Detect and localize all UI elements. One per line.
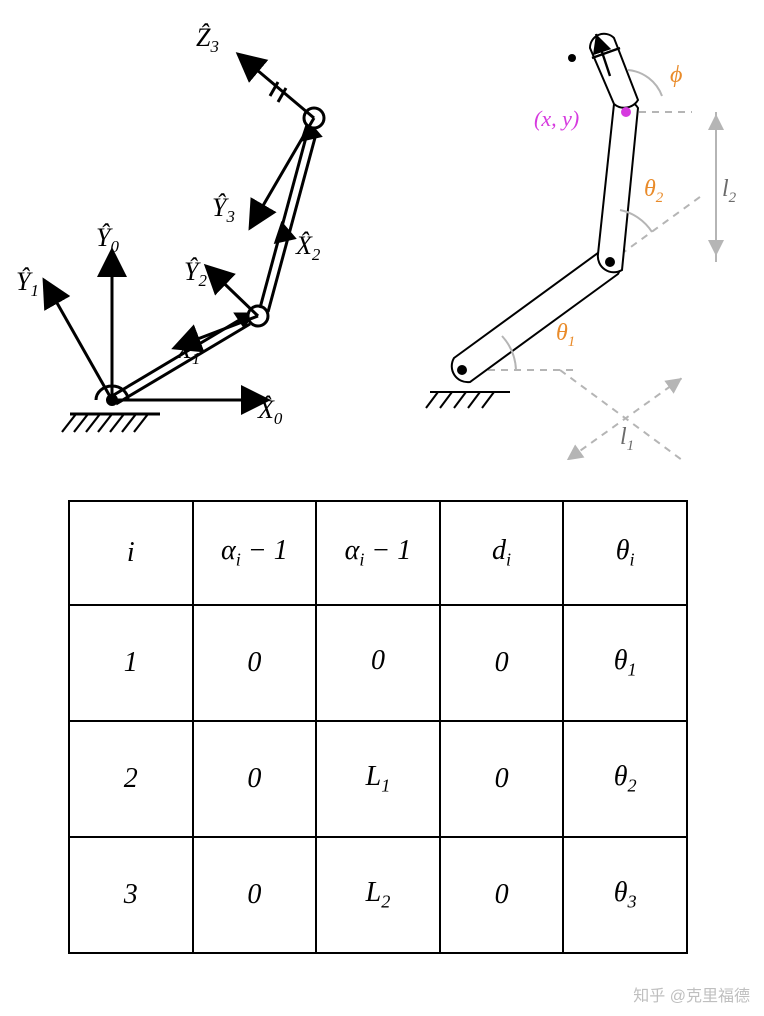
col-alpha1: αi − 1	[193, 501, 317, 605]
watermark: 知乎 @克里福德	[633, 982, 750, 1006]
col-alpha2: αi − 1	[316, 501, 440, 605]
page-root: Ẑ3 Ŷ3 X̂2 Ŷ0 Ŷ1 Ŷ2 X̂1 X̂0	[0, 0, 764, 1016]
svg-text:θ2: θ2	[644, 176, 664, 206]
right-diagram: ϕ (x, y) θ2 θ1 l2 l1	[400, 0, 764, 460]
base-mount-right	[426, 392, 510, 408]
svg-text:ϕ: ϕ	[670, 62, 682, 88]
svg-text:l1: l1	[620, 424, 634, 454]
lbl-theta2: θ	[644, 176, 656, 202]
col-theta: θi	[563, 501, 687, 605]
table-row: 2 0 L1 0 θ2	[69, 721, 687, 837]
lbl-xy: (x, y)	[534, 106, 579, 131]
svg-text:Ŷ3: Ŷ3	[212, 193, 235, 226]
lbl-Z3: Ẑ	[196, 23, 211, 52]
dh-table: i αi − 1 αi − 1 di θi 1 0 0 0 θ1 2 0 L1 …	[68, 500, 688, 954]
svg-text:X̂0: X̂0	[257, 395, 283, 428]
diagram-row: Ẑ3 Ŷ3 X̂2 Ŷ0 Ŷ1 Ŷ2 X̂1 X̂0	[0, 0, 764, 480]
left-diagram: Ẑ3 Ŷ3 X̂2 Ŷ0 Ŷ1 Ŷ2 X̂1 X̂0	[0, 0, 400, 460]
lbl-X0: X̂	[257, 395, 275, 424]
svg-text:X̂2: X̂2	[295, 231, 321, 264]
links	[452, 34, 638, 382]
svg-text:Ŷ1: Ŷ1	[16, 267, 39, 300]
link-2	[260, 122, 320, 312]
svg-text:Ẑ3: Ẑ3	[196, 23, 219, 56]
svg-text:Ŷ0: Ŷ0	[96, 223, 119, 256]
table-header-row: i αi − 1 αi − 1 di θi	[69, 501, 687, 605]
lbl-X1: X̂	[175, 335, 193, 364]
svg-text:θ1: θ1	[556, 320, 575, 350]
col-i: i	[69, 501, 193, 605]
left-diagram-svg: Ẑ3 Ŷ3 X̂2 Ŷ0 Ŷ1 Ŷ2 X̂1 X̂0	[0, 0, 400, 460]
svg-text:Ŷ2: Ŷ2	[184, 257, 207, 290]
dh-table-grid: i αi − 1 αi − 1 di θi 1 0 0 0 θ1 2 0 L1 …	[68, 500, 688, 954]
col-d: di	[440, 501, 564, 605]
svg-text:(x, y): (x, y)	[534, 106, 579, 131]
lbl-theta1: θ	[556, 320, 568, 346]
lbl-phi: ϕ	[670, 62, 682, 88]
table-row: 3 0 L2 0 θ3	[69, 837, 687, 953]
svg-text:l2: l2	[722, 176, 737, 206]
lbl-X2: X̂	[295, 231, 313, 260]
table-row: 1 0 0 0 θ1	[69, 605, 687, 721]
right-diagram-svg: ϕ (x, y) θ2 θ1 l2 l1	[400, 0, 764, 460]
